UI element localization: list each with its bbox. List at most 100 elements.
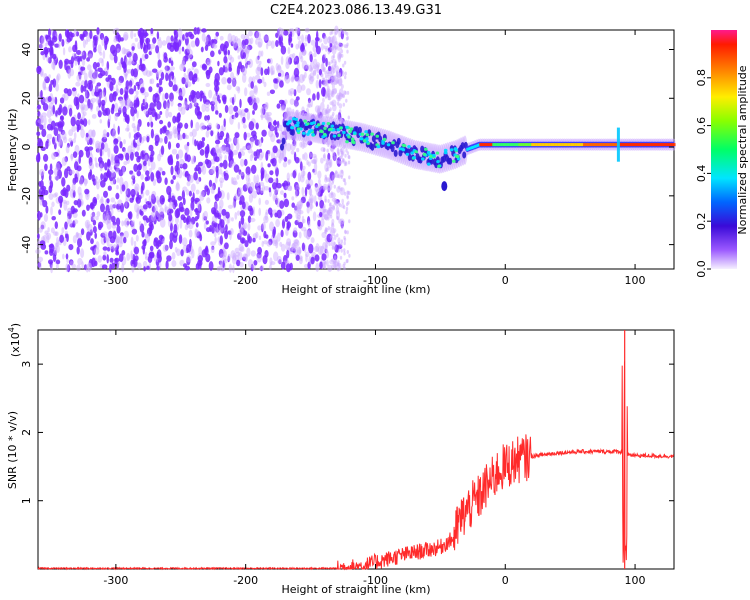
spectrogram-cell [204,44,209,52]
spectrogram-cell [73,132,77,140]
ridge-band [542,143,545,147]
ridge-band [563,143,566,147]
spectrogram-cell [330,80,333,85]
spectrogram-cell [123,230,129,239]
spectrogram-cell [320,157,324,164]
spectrogram-cell [114,201,117,209]
spectrogram-cell [46,55,50,63]
ridge-peak [386,143,391,147]
spectrogram-cell [193,97,198,106]
ridge-band [524,143,527,147]
spectrogram-cell [327,65,332,72]
spectrogram-cell [205,57,211,66]
spectrogram-cell [253,151,257,157]
spectrogram-cell [172,204,175,210]
spectrogram-cell [107,158,111,167]
spectrogram-cell [286,172,290,181]
ridge-band [629,143,632,147]
spectrogram-cell [336,216,339,221]
spectrogram-cell [219,154,223,159]
spectrogram-cell [327,61,331,66]
ridge-band [510,143,512,147]
ridge-band [533,143,536,147]
spectrogram-cell [152,178,157,186]
spectrogram-cell [177,130,181,141]
spectrogram-cell [325,81,328,85]
spectrogram-cell [296,84,302,93]
spectrogram-cell [195,121,200,132]
ridge-band [496,143,498,147]
spectrogram-cell [340,221,343,226]
spectrogram-cell [229,150,234,159]
spectrogram-cell [346,258,349,263]
spectrogram-cell [297,28,301,37]
x-tick-label: 100 [625,574,646,587]
spectrogram-cell [293,100,299,107]
spectrogram-cell [279,200,285,209]
spectrogram-cell [168,73,172,82]
spectrogram-cell [155,195,159,204]
spectrogram-cell [322,77,326,82]
ridge-band [498,143,501,147]
spectrogram-cell [254,139,260,146]
spectrogram-cell [247,186,253,194]
spectrogram-cell [323,265,327,270]
spectrogram-cell [236,187,241,197]
spectrogram-cell [327,50,330,55]
spectrogram-cell [76,165,82,172]
ridge-band [610,143,612,147]
spectrogram-cell [266,91,271,97]
ridge-band [470,146,472,150]
spectrogram-cell [240,171,245,180]
spectrogram-cell [167,99,170,109]
ridge-peak [364,130,368,134]
spectrogram-cell [220,146,224,152]
spectrogram-cell [80,248,85,259]
spectrogram-cell [134,202,140,213]
spectrogram-cell [151,193,155,200]
spectrogram-cell [126,252,131,261]
spectrogram-cell [56,236,59,245]
spectrogram-cell [150,128,154,139]
spectrogram-cell [182,237,188,247]
spectrogram-cell [144,251,148,259]
spectrogram-cell [245,63,248,70]
spectrogram-cell [210,246,215,253]
ridge-band [570,143,572,147]
spectrogram-cell [167,141,172,150]
spectrogram-cell [304,71,307,79]
spectrogram-cell [247,222,251,231]
spectrogram-cell [159,119,164,125]
spectrogram-cell [130,220,135,230]
ridge-band [540,143,542,147]
spectrogram-cell [273,251,279,262]
spectrogram-cell [48,28,51,38]
spectrogram-cell [307,100,311,108]
spectrogram-cell [103,35,109,46]
spectrogram-cell [222,260,225,268]
spectrogram-cell [161,126,167,134]
spectrogram-cell [261,240,264,247]
spectrogram-cell [340,84,344,89]
spectrogram-cell [263,215,269,224]
ridge-band [632,143,634,147]
spectrogram-cell [262,255,268,265]
spectrogram-cell [338,72,342,77]
spectrogram-cell [232,76,237,81]
ridge-band [526,143,528,147]
ridge-band [671,143,673,147]
spectrogram-cell [308,188,313,196]
spectrogram-cell [150,27,154,35]
spectrogram-cell [90,238,94,245]
ridge-band [601,143,603,147]
spectrogram-cell [255,66,261,76]
ridge-band [558,143,560,147]
spectrogram-cell [310,39,316,46]
spectrogram-cell [184,152,188,162]
ridge-peak [402,144,407,148]
spectrogram-cell [194,139,197,147]
spectrogram-cell [228,105,234,115]
spectrogram-cell [65,253,69,260]
spectrogram-cell [77,257,83,266]
spectrogram-cell [170,99,174,107]
